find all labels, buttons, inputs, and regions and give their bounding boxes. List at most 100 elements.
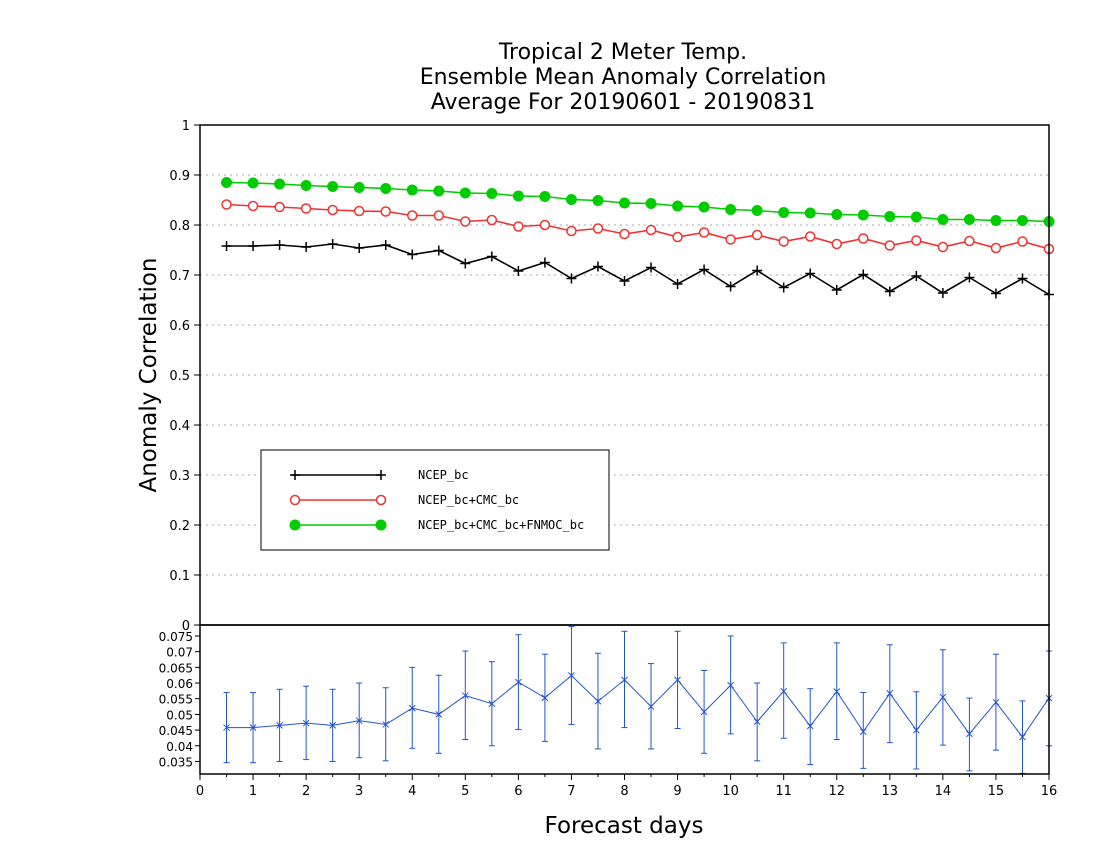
series-3-point xyxy=(831,209,843,220)
series-2-point xyxy=(1017,236,1028,247)
legend-marker-1 xyxy=(376,470,386,480)
series-2-point xyxy=(327,204,338,216)
x-tick-label: 14 xyxy=(935,784,952,799)
series-1-point xyxy=(566,273,577,284)
series-3-point xyxy=(778,207,790,218)
series-3-point xyxy=(565,194,577,205)
series-2-point xyxy=(831,238,842,250)
legend-label-3: NCEP_bc+CMC_bc+FNMOC_bc xyxy=(418,518,584,532)
series-1-point xyxy=(725,281,736,292)
spread-point xyxy=(966,730,973,738)
series-3-point xyxy=(990,215,1002,226)
series-2-point xyxy=(380,206,391,217)
series-2-point xyxy=(672,231,683,243)
x-axis-title: Forecast days xyxy=(545,813,704,839)
series-1-point xyxy=(380,240,391,250)
series-2-point xyxy=(911,235,922,246)
y-axis-title: Anomaly Correlation xyxy=(136,257,162,492)
series-1-point xyxy=(752,265,763,276)
x-tick-label: 2 xyxy=(302,784,310,799)
series-3-point xyxy=(406,184,418,196)
chart-title: Tropical 2 Meter Temp. xyxy=(498,40,747,65)
series-3-point xyxy=(539,191,551,202)
spread-point xyxy=(647,703,655,710)
spread-point xyxy=(223,724,230,731)
main-y-tick-label: 0.1 xyxy=(169,569,190,584)
series-1-point xyxy=(990,288,1001,299)
series-2-point xyxy=(566,225,577,237)
series-3-point xyxy=(512,190,524,202)
x-tick-label: 10 xyxy=(722,784,739,799)
spread-series-line xyxy=(226,674,1050,738)
spread-point xyxy=(780,687,788,695)
series-2-point xyxy=(433,210,445,221)
series-3-point xyxy=(804,207,816,219)
x-tick-label: 3 xyxy=(355,784,363,799)
legend-items: NCEP_bc NCEP_bc+CMC_bc NCEP_bc+CMC_bc+FNMO… xyxy=(289,468,584,532)
main-y-tick-label: 0.3 xyxy=(169,469,190,484)
series-1-point xyxy=(964,272,975,283)
spread-point xyxy=(461,692,469,699)
series-1-point xyxy=(937,288,948,298)
spread-point xyxy=(249,724,257,731)
series-1-point xyxy=(831,285,842,295)
spread-point xyxy=(753,718,761,725)
spread-plot-frame xyxy=(199,624,1050,775)
spread-point xyxy=(727,681,734,689)
series-3-point xyxy=(725,204,737,215)
x-tick-label: 6 xyxy=(514,784,522,799)
x-tick-label: 5 xyxy=(461,784,469,799)
legend-marker-2 xyxy=(289,494,301,506)
main-plot-panel: 0 0.1 0.2 0.3 0.4 0.5 0.6 0.7 0.8 0.9 1 xyxy=(169,119,1055,634)
series-2-point xyxy=(751,229,763,241)
x-axis-ticks: 0 1 2 3 4 5 6 7 8 9 10 11 12 13 14 15 16 xyxy=(196,774,1057,799)
spread-series-layer xyxy=(223,626,1053,774)
series-1-point xyxy=(1017,273,1028,284)
series-1-point xyxy=(486,251,497,262)
spread-point xyxy=(276,722,283,729)
main-y-tick-label: 0.8 xyxy=(169,219,190,234)
x-tick-label: 0 xyxy=(196,784,204,799)
series-1-point xyxy=(327,239,338,249)
series-1-point xyxy=(301,242,312,252)
legend-label-1: NCEP_bc xyxy=(418,468,469,482)
series-3-point xyxy=(592,195,604,206)
series-1-point xyxy=(354,243,365,253)
series-1-point xyxy=(221,241,232,251)
series-1-point xyxy=(619,276,630,286)
series-3-point xyxy=(910,211,922,223)
series-3-point xyxy=(857,209,869,221)
spread-y-tick-label: 0.055 xyxy=(159,693,193,707)
spread-y-tick-label: 0.06 xyxy=(166,677,193,691)
series-2-point xyxy=(858,233,869,244)
spread-point xyxy=(302,719,310,727)
error-bar xyxy=(860,691,867,769)
series-1-point xyxy=(592,261,603,272)
series-1-point xyxy=(699,264,710,275)
spread-point xyxy=(992,698,1000,706)
series-1-point xyxy=(539,257,550,268)
series-2-point xyxy=(778,236,789,247)
series-2-point xyxy=(247,200,259,212)
legend-marker-3 xyxy=(375,519,387,531)
series-3-point xyxy=(884,211,896,222)
x-tick-label: 1 xyxy=(249,784,257,799)
spread-point xyxy=(382,721,390,728)
spread-point xyxy=(515,678,522,686)
series-1-point xyxy=(672,279,683,289)
x-tick-label: 16 xyxy=(1041,784,1058,799)
legend-label-2: NCEP_bc+CMC_bc xyxy=(418,493,519,507)
series-3-point xyxy=(380,183,392,194)
series-3-point xyxy=(300,180,312,191)
series-1-point xyxy=(274,240,285,250)
series-2-point xyxy=(274,201,285,213)
main-y-tick-label: 0.5 xyxy=(169,369,190,384)
main-y-tick-label: 0.2 xyxy=(169,519,190,534)
series-3-point xyxy=(645,198,657,209)
series-1-point xyxy=(805,268,816,279)
series-1-point xyxy=(460,258,471,269)
legend: NCEP_bc NCEP_bc+CMC_bc NCEP_bc+CMC_bc+FNMO… xyxy=(260,449,610,551)
series-1-point xyxy=(858,269,869,280)
legend-marker-3 xyxy=(289,519,301,531)
chart-subtitle-line-2: Average For 20190601 - 20190831 xyxy=(431,90,816,115)
